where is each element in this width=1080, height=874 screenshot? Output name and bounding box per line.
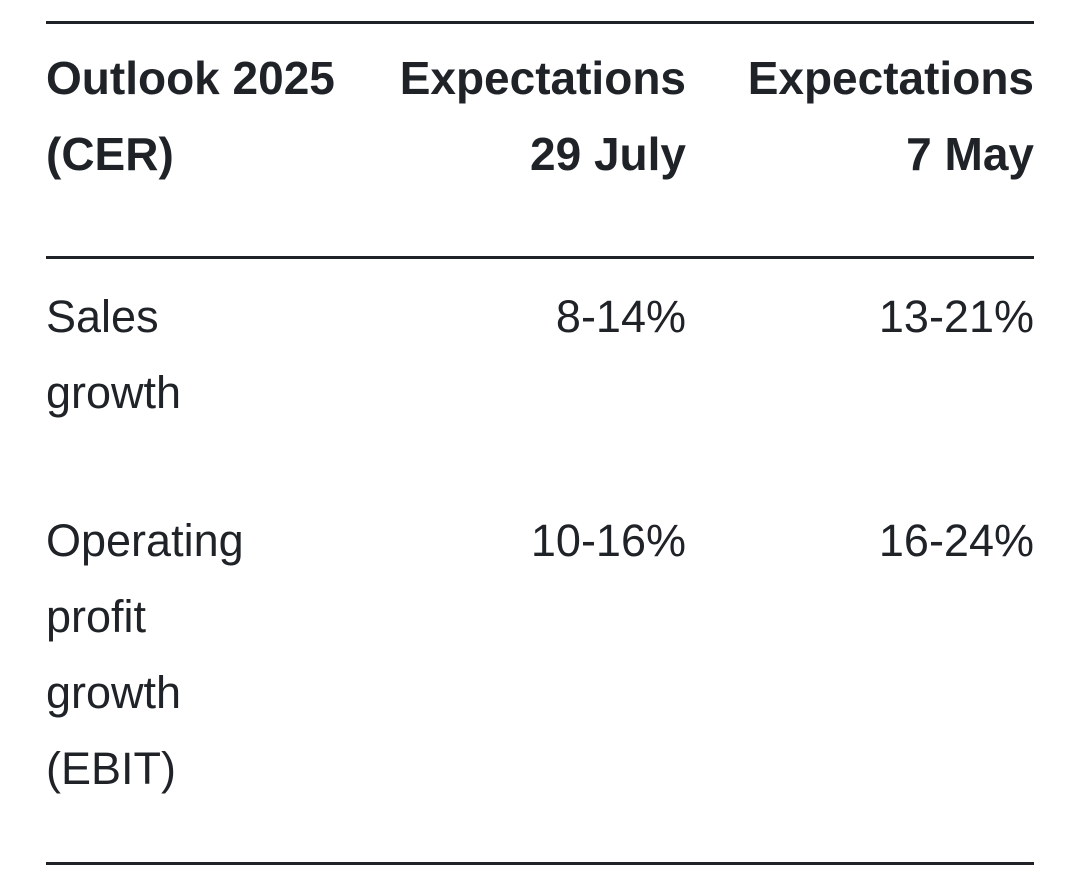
header-expectations-may: Expectations 7 May xyxy=(686,40,1034,256)
value-july-ebit: 10-16% xyxy=(530,515,686,566)
row-label-sales-growth-text: Sales growth xyxy=(46,291,182,418)
row-label-ebit-growth-text: Operating profit growth (EBIT) xyxy=(46,515,244,794)
header-expectations-may-text: Expectations 7 May xyxy=(747,52,1034,180)
value-may-sales: 13-21% xyxy=(878,291,1034,342)
table-header-row: Outlook 2025 (CER) Expectations 29 July … xyxy=(46,24,1034,256)
row-label-sales-growth: Sales growth xyxy=(46,279,368,484)
row-label-ebit-growth: Operating profit growth (EBIT) xyxy=(46,503,368,862)
outlook-table: Outlook 2025 (CER) Expectations 29 July … xyxy=(46,21,1034,865)
header-expectations-july-text: Expectations 29 July xyxy=(399,52,686,180)
table-row: Sales growth 8-14% 13-21% xyxy=(46,259,1034,484)
value-may-ebit: 16-24% xyxy=(878,515,1034,566)
table-bottom-rule xyxy=(46,862,1034,865)
table-row: Operating profit growth (EBIT) 10-16% 16… xyxy=(46,484,1034,862)
value-july-sales: 8-14% xyxy=(555,291,686,342)
header-expectations-july: Expectations 29 July xyxy=(368,40,686,256)
header-outlook: Outlook 2025 (CER) xyxy=(46,52,335,180)
table-header-rule xyxy=(46,256,1034,259)
table-top-rule xyxy=(46,21,1034,24)
